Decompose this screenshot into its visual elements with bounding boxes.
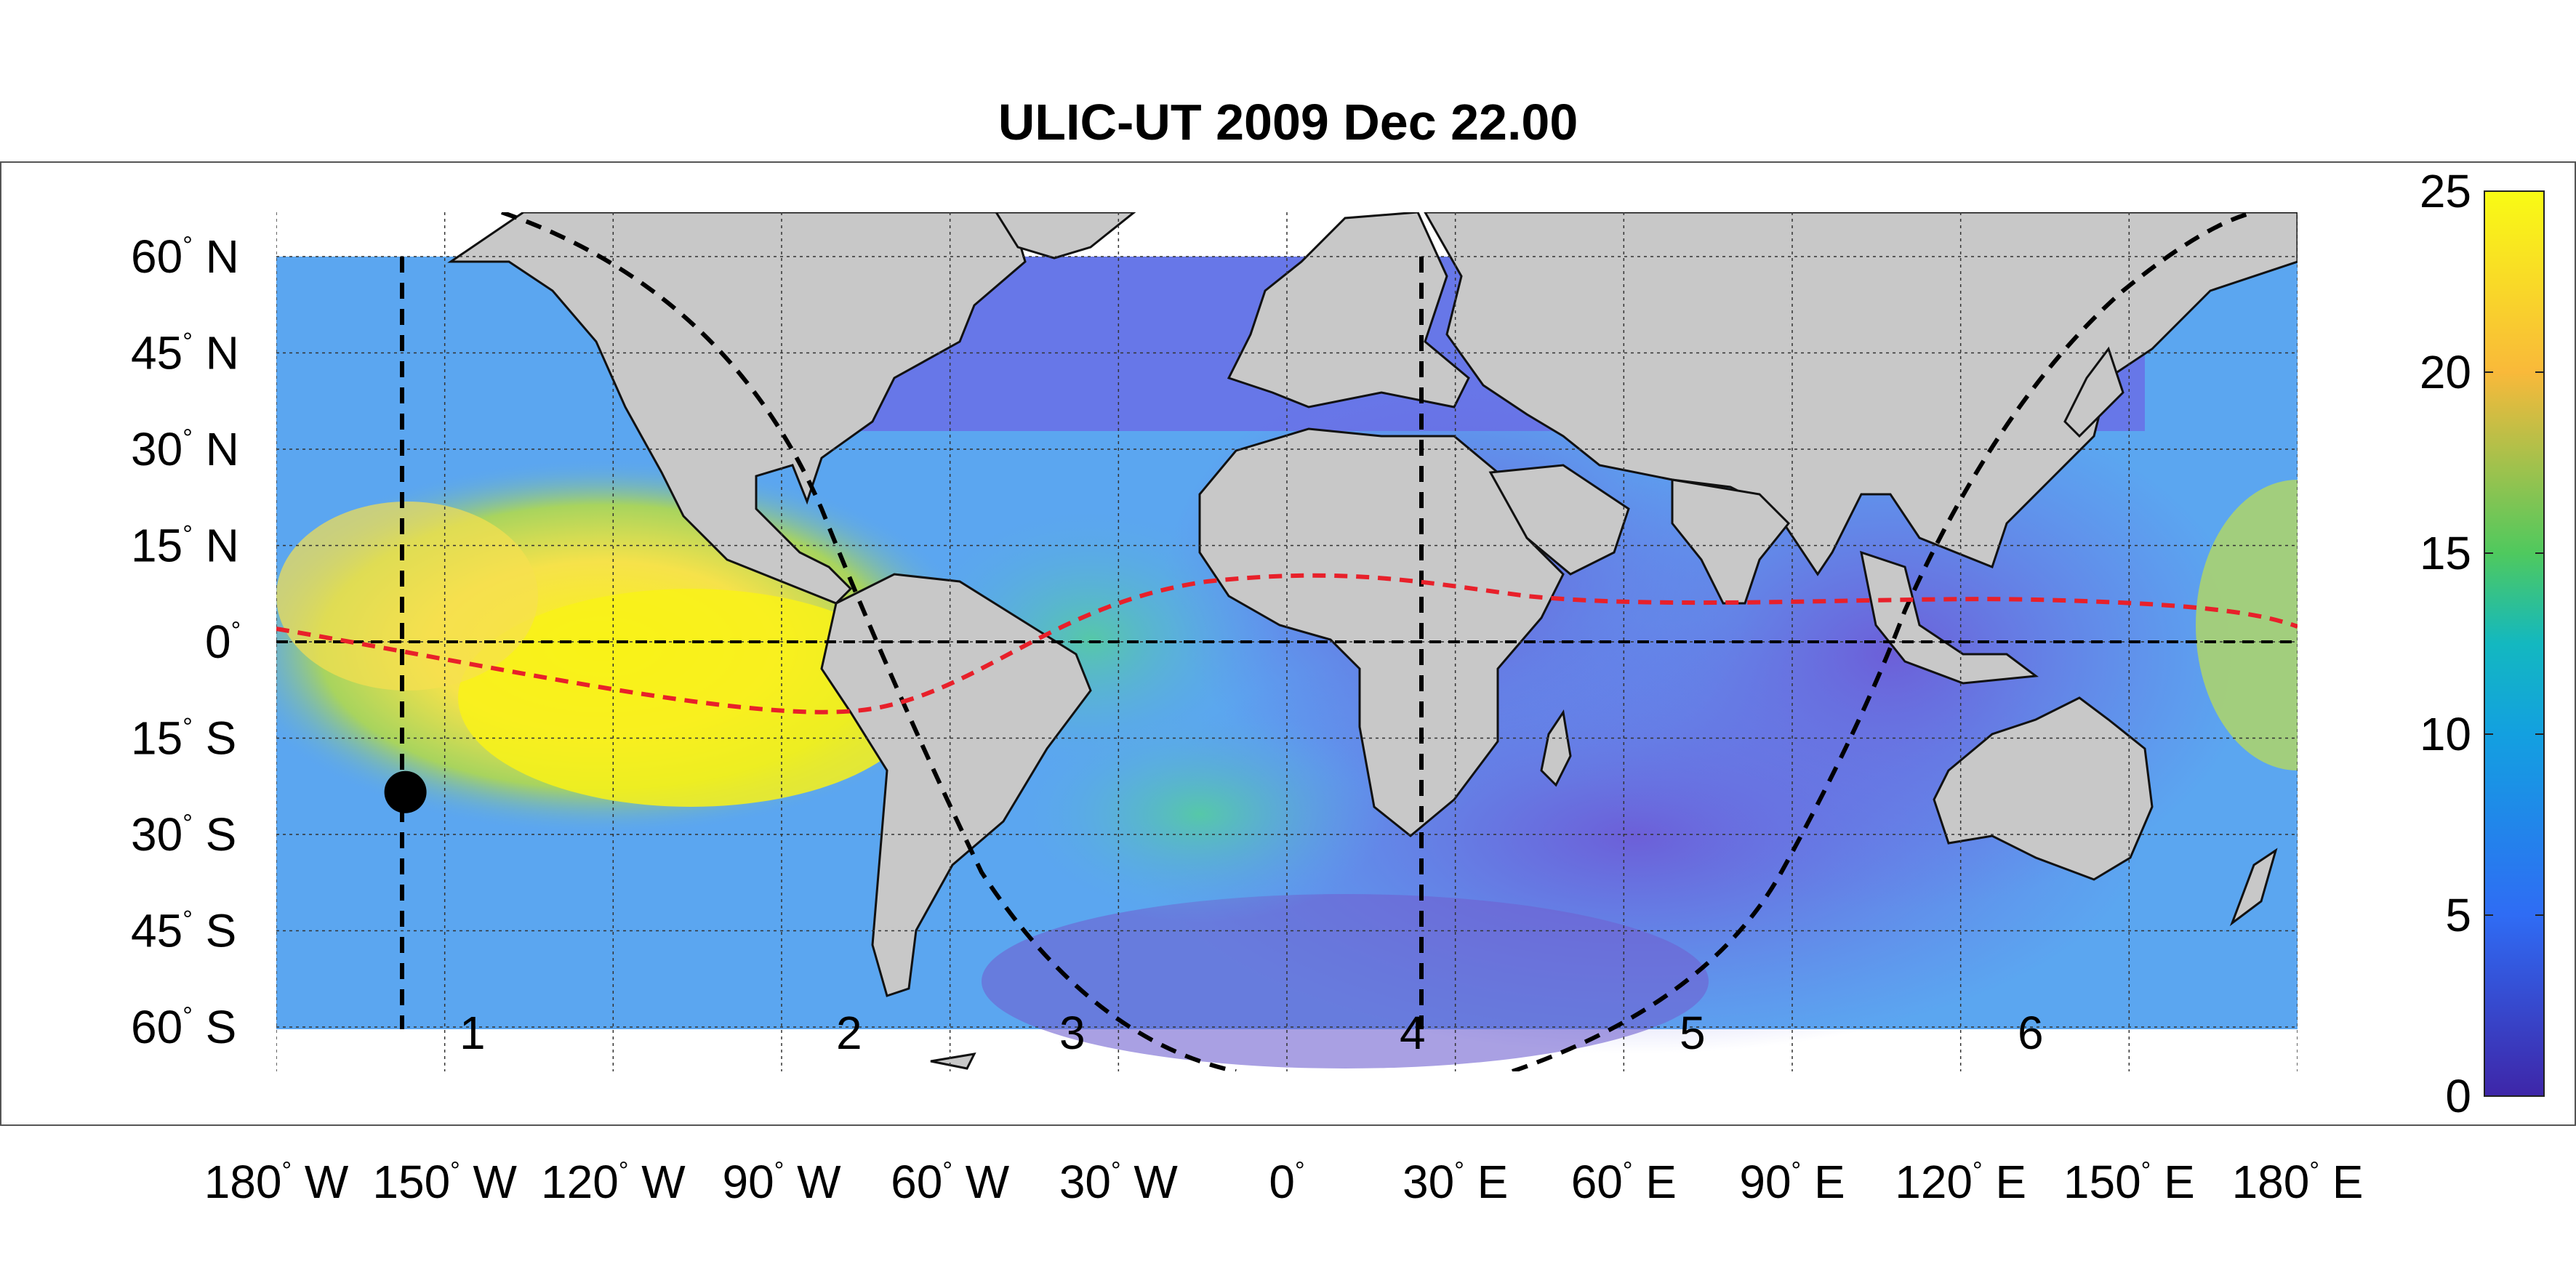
- europe: [1227, 212, 1470, 408]
- japan: [2063, 346, 2124, 438]
- lon-tick-label: 120° E: [1895, 1156, 2026, 1208]
- line-label: 2: [836, 1007, 862, 1059]
- lon-tick-label: 120° W: [541, 1156, 686, 1208]
- lon-tick-label: 60° W: [891, 1156, 1010, 1208]
- lon-tick-label: 90° W: [723, 1156, 842, 1208]
- colorbar-tick-label: 25: [2420, 165, 2471, 217]
- lon-tick-label: 0°: [1269, 1156, 1304, 1208]
- line-2-3-terminator: [501, 212, 1237, 1071]
- black-dashed-lines: [400, 212, 2255, 1071]
- colorbar-tick-label: 15: [2420, 527, 2471, 579]
- lon-tick-label: 30° E: [1403, 1156, 1508, 1208]
- colorbar-gradient: [2484, 190, 2545, 1097]
- lon-tick-label: 90° E: [1739, 1156, 1845, 1208]
- longitude-tick-labels: 180° W 150° W 120° W 90° W 60° W 30° W 0° 30° E…: [204, 1156, 2364, 1208]
- line-label: 4: [1400, 1007, 1426, 1059]
- land-masses: [447, 212, 2298, 1070]
- lon-tick-label: 150° W: [372, 1156, 517, 1208]
- lat-tick-label: 60° S: [131, 1001, 236, 1053]
- figure-frame: [0, 161, 2576, 1126]
- colorbar-tick-label: 20: [2420, 346, 2471, 398]
- arabia: [1488, 464, 1630, 576]
- africa: [1198, 427, 1565, 837]
- lat-tick-label: 0°: [205, 616, 241, 668]
- colorbar-tick-label: 0: [2445, 1070, 2471, 1122]
- subsolar-point-marker: [384, 770, 427, 813]
- line-label: 5: [1680, 1007, 1706, 1059]
- latitude-tick-labels: 60° N 45° N 30° N 15° N 0° 15° S 30° S 45° S 60°…: [131, 230, 241, 1053]
- map-area: [276, 212, 2298, 1071]
- graticule: [276, 212, 2298, 1071]
- greenland: [995, 212, 1136, 259]
- colorbar-tick-label: 5: [2445, 889, 2471, 941]
- lat-tick-label: 30° N: [131, 423, 239, 475]
- line-label: 3: [1059, 1007, 1086, 1059]
- map-title: ULIC-UT 2009 Dec 22.00: [998, 94, 1578, 150]
- line-label: 1: [460, 1007, 486, 1059]
- lon-tick-label: 30° W: [1059, 1156, 1179, 1208]
- new-zealand: [2229, 848, 2278, 927]
- line-number-labels: 1 2 3 4 5 6: [460, 1007, 2044, 1059]
- asia: [1424, 212, 2298, 576]
- lat-tick-label: 30° S: [131, 808, 236, 861]
- colorbar-tick-label: 10: [2420, 708, 2471, 760]
- colorbar: 0 5 10 15 20 25: [2420, 165, 2545, 1122]
- line-label: 6: [2018, 1007, 2044, 1059]
- lat-tick-label: 15° S: [131, 712, 236, 765]
- south-america: [820, 573, 1092, 997]
- madagascar: [1540, 709, 1572, 787]
- lon-tick-label: 150° E: [2063, 1156, 2195, 1208]
- lat-tick-label: 15° N: [131, 520, 239, 572]
- south-islands: [930, 1052, 976, 1070]
- lon-tick-label: 60° E: [1571, 1156, 1677, 1208]
- lon-tick-label: 180° E: [2232, 1156, 2364, 1208]
- lat-tick-label: 45° S: [131, 905, 236, 957]
- north-america: [447, 212, 1027, 605]
- india: [1671, 478, 1791, 605]
- lon-tick-label: 180° W: [204, 1156, 349, 1208]
- lat-tick-label: 45° N: [131, 327, 239, 379]
- lat-tick-label: 60° N: [131, 230, 239, 283]
- red-dashed-curve: [276, 573, 2298, 715]
